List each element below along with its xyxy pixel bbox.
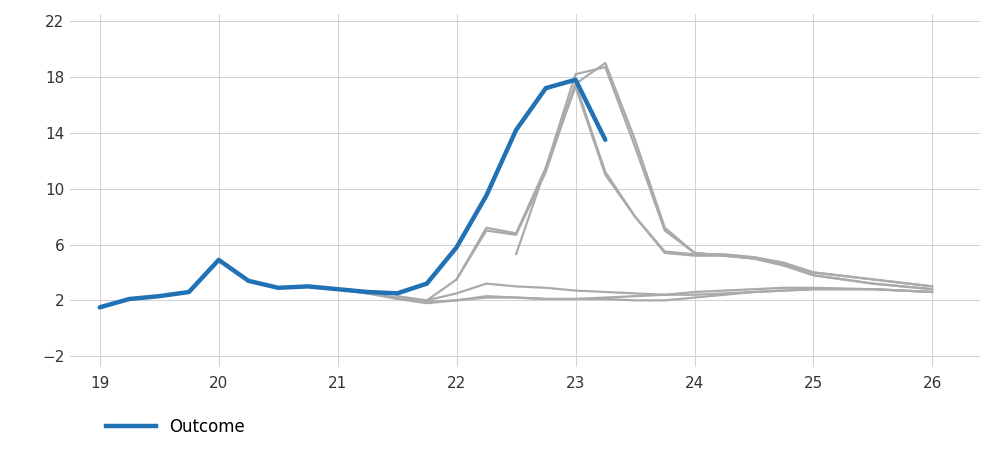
Legend: Outcome: Outcome bbox=[106, 418, 245, 436]
